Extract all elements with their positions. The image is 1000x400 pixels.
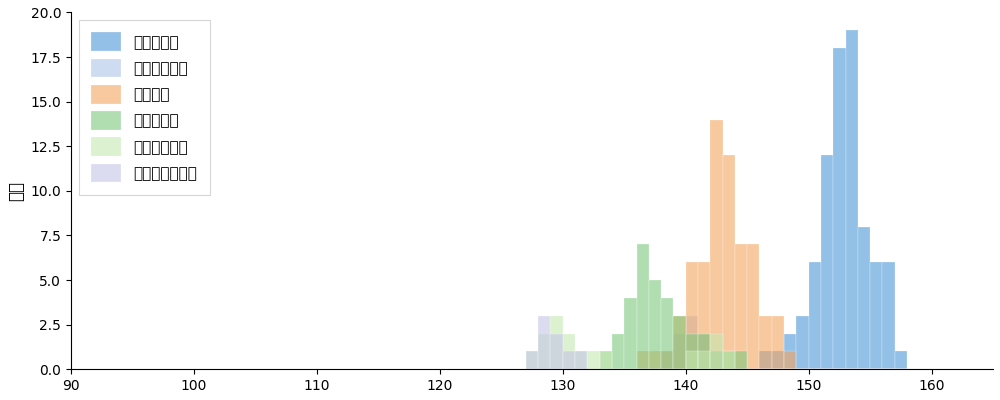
Bar bbox=[710, 352, 723, 369]
Bar bbox=[710, 334, 723, 369]
Bar bbox=[538, 334, 550, 369]
Bar bbox=[686, 316, 698, 369]
Bar bbox=[550, 334, 563, 369]
Bar bbox=[649, 352, 661, 369]
Legend: ストレート, カットボール, フォーク, スライダー, 縦スライダー, ナックルカーブ: ストレート, カットボール, フォーク, スライダー, 縦スライダー, ナックル… bbox=[79, 20, 210, 194]
Bar bbox=[895, 352, 907, 369]
Bar bbox=[723, 352, 735, 369]
Bar bbox=[673, 334, 686, 369]
Bar bbox=[698, 262, 710, 369]
Bar bbox=[833, 48, 846, 369]
Bar bbox=[686, 352, 698, 369]
Bar bbox=[796, 316, 809, 369]
Bar bbox=[624, 298, 637, 369]
Bar bbox=[698, 352, 710, 369]
Bar bbox=[710, 352, 723, 369]
Bar bbox=[673, 316, 686, 369]
Bar bbox=[526, 352, 538, 369]
Bar bbox=[538, 316, 550, 369]
Bar bbox=[587, 352, 600, 369]
Bar bbox=[809, 262, 821, 369]
Bar bbox=[563, 352, 575, 369]
Bar bbox=[686, 334, 698, 369]
Bar bbox=[661, 298, 673, 369]
Bar bbox=[575, 352, 587, 369]
Bar bbox=[612, 334, 624, 369]
Bar bbox=[710, 120, 723, 369]
Bar bbox=[735, 352, 747, 369]
Bar bbox=[821, 155, 833, 369]
Bar bbox=[747, 244, 759, 369]
Bar bbox=[784, 352, 796, 369]
Bar bbox=[661, 352, 673, 369]
Bar bbox=[637, 352, 649, 369]
Bar bbox=[563, 334, 575, 369]
Bar bbox=[686, 262, 698, 369]
Bar bbox=[723, 352, 735, 369]
Bar bbox=[870, 262, 882, 369]
Bar bbox=[846, 30, 858, 369]
Bar bbox=[526, 352, 538, 369]
Y-axis label: 球数: 球数 bbox=[7, 181, 25, 201]
Bar bbox=[661, 352, 673, 369]
Bar bbox=[575, 352, 587, 369]
Bar bbox=[882, 262, 895, 369]
Bar bbox=[858, 226, 870, 369]
Bar bbox=[637, 244, 649, 369]
Bar bbox=[698, 334, 710, 369]
Bar bbox=[784, 334, 796, 369]
Bar bbox=[759, 352, 772, 369]
Bar bbox=[772, 316, 784, 369]
Bar bbox=[698, 334, 710, 369]
Bar bbox=[673, 316, 686, 369]
Bar bbox=[600, 352, 612, 369]
Bar bbox=[735, 244, 747, 369]
Bar bbox=[723, 155, 735, 369]
Bar bbox=[649, 280, 661, 369]
Bar bbox=[600, 352, 612, 369]
Bar bbox=[759, 316, 772, 369]
Bar bbox=[772, 352, 784, 369]
Bar bbox=[550, 316, 563, 369]
